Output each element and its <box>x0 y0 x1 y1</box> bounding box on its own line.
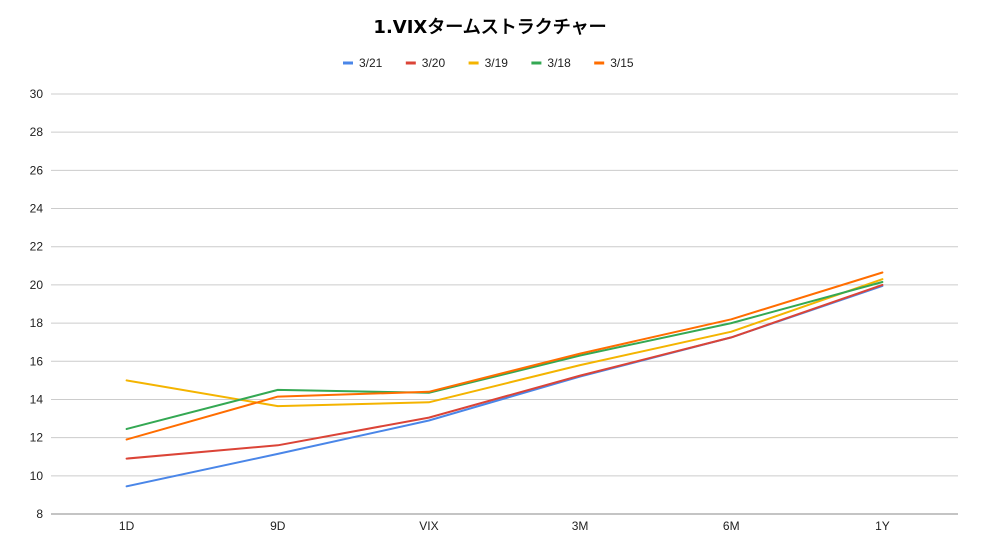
legend-item-3-15[interactable]: 3/15 <box>594 56 634 70</box>
x-tick-label: 9D <box>270 519 286 533</box>
gridlines <box>51 93 958 515</box>
y-tick-label: 16 <box>30 354 44 368</box>
legend-label: 3/18 <box>547 56 571 70</box>
y-tick-label: 30 <box>30 87 44 101</box>
x-tick-label: 1Y <box>875 519 890 533</box>
legend-item-3-21[interactable]: 3/21 <box>343 56 383 70</box>
legend-swatch <box>531 61 542 65</box>
legend-label: 3/19 <box>485 56 509 70</box>
y-tick-label: 20 <box>30 278 44 292</box>
legend-swatch <box>405 61 416 65</box>
legend-item-3-19[interactable]: 3/19 <box>468 56 509 70</box>
chart-title: 1.VIXタームストラクチャー <box>373 17 606 38</box>
legend-label: 3/20 <box>422 56 446 70</box>
y-tick-label: 14 <box>30 392 44 406</box>
x-tick-label: 1D <box>119 519 135 533</box>
x-axis: 1D 9D VIX 3M 6M 1Y <box>119 519 890 533</box>
y-tick-label: 18 <box>30 316 44 330</box>
y-tick-label: 10 <box>30 469 44 483</box>
y-tick-label: 26 <box>30 163 44 177</box>
legend-item-3-18[interactable]: 3/18 <box>531 56 571 70</box>
series-line-3-15 <box>125 271 884 441</box>
legend-label: 3/15 <box>610 56 634 70</box>
legend: 3/21 3/20 3/19 3/18 3/15 <box>343 56 634 70</box>
legend-swatch <box>343 61 353 65</box>
series-line-3-19 <box>125 278 884 408</box>
legend-item-3-20[interactable]: 3/20 <box>405 56 446 70</box>
legend-swatch <box>468 61 479 65</box>
x-tick-label: VIX <box>419 519 438 533</box>
series-lines <box>125 271 884 488</box>
series-line-3-21 <box>125 284 884 488</box>
y-tick-label: 28 <box>30 125 44 139</box>
legend-label: 3/21 <box>359 56 383 70</box>
y-tick-label: 12 <box>30 431 44 445</box>
x-tick-label: 6M <box>723 519 740 533</box>
y-tick-label: 24 <box>30 202 44 216</box>
y-tick-label: 8 <box>36 507 43 521</box>
y-tick-label: 22 <box>30 240 44 254</box>
y-axis: 8 10 12 14 16 18 20 22 24 26 28 30 <box>30 87 44 521</box>
series-line-3-18 <box>125 281 884 430</box>
series-line-3-20 <box>125 283 884 460</box>
legend-swatch <box>594 61 605 65</box>
x-tick-label: 3M <box>572 519 589 533</box>
